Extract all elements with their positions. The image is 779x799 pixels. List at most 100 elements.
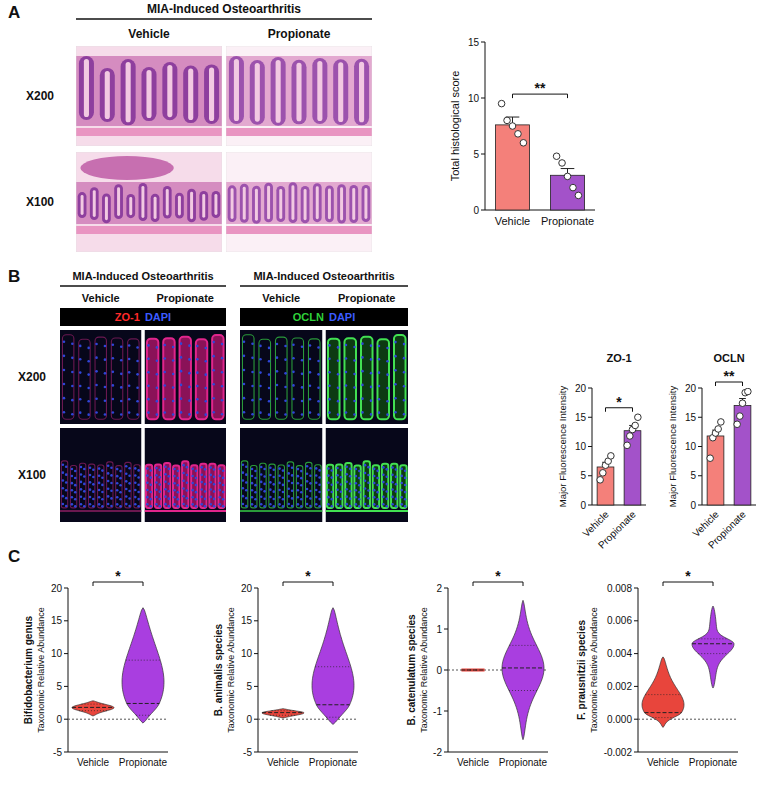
nucleus	[391, 496, 394, 499]
nucleus	[146, 496, 149, 499]
nucleus	[195, 491, 198, 494]
fluorescence-image	[326, 428, 409, 522]
nucleus	[306, 495, 309, 498]
y-tick-label: 0.008	[607, 583, 632, 594]
y-axis	[638, 588, 639, 752]
nucleus	[87, 360, 90, 363]
nucleus	[83, 468, 86, 471]
nucleus	[251, 482, 254, 485]
nucleus	[188, 372, 191, 375]
nucleus	[155, 503, 158, 506]
y-tick-label: 20	[575, 383, 587, 394]
data-point	[575, 192, 582, 199]
nucleus	[300, 491, 303, 494]
crypt	[141, 67, 156, 121]
nucleus	[336, 474, 339, 477]
muscle	[76, 226, 222, 234]
nucleus	[260, 473, 263, 476]
group-rule	[76, 18, 372, 20]
nucleus	[301, 413, 304, 416]
crypt	[269, 464, 275, 508]
lamina	[76, 182, 222, 224]
nucleus	[65, 489, 68, 492]
nucleus	[195, 484, 198, 487]
nucleus	[177, 498, 180, 501]
nucleus	[403, 399, 406, 402]
nucleus	[163, 371, 166, 374]
nucleus	[370, 399, 373, 402]
nucleus	[345, 480, 348, 483]
nucleus	[309, 490, 312, 493]
y-axis	[258, 588, 259, 752]
nucleus	[349, 482, 352, 485]
nucleus	[260, 481, 263, 484]
crypt	[377, 339, 389, 419]
stain-label: DAPI	[329, 311, 355, 323]
nucleus	[318, 483, 321, 486]
nucleus	[168, 490, 171, 493]
nucleus	[95, 343, 98, 346]
crypt	[126, 194, 135, 218]
nucleus	[164, 480, 167, 483]
lumen	[166, 189, 169, 216]
nucleus	[107, 472, 110, 475]
nucleus	[156, 386, 159, 389]
nucleus	[137, 505, 140, 508]
violin	[122, 608, 164, 723]
nucleus	[340, 476, 343, 479]
crypt	[313, 183, 322, 222]
violin-quartile	[698, 653, 728, 654]
crypt	[391, 464, 397, 508]
data-point	[509, 123, 516, 130]
nucleus	[403, 357, 406, 360]
x-axis	[258, 752, 358, 753]
nucleus	[173, 489, 176, 492]
nucleus	[164, 488, 167, 491]
nucleus	[245, 466, 248, 469]
nucleus	[65, 481, 68, 484]
crypt	[62, 335, 73, 420]
nucleus	[245, 473, 248, 476]
nucleus	[63, 383, 66, 386]
nucleus	[337, 386, 340, 389]
crypt	[275, 337, 287, 419]
figure: AMIA-Induced OsteoarthritisVehiclePropio…	[0, 0, 779, 799]
nucleus	[74, 505, 77, 508]
nucleus	[149, 505, 152, 508]
nucleus	[370, 386, 373, 389]
x-tick-label: Vehicle	[495, 215, 530, 227]
nucleus	[204, 490, 207, 493]
nucleus	[65, 505, 68, 508]
lumen	[93, 190, 96, 217]
nucleus	[147, 384, 150, 387]
x-tick-label: Propionate	[119, 757, 168, 768]
crypt	[182, 461, 188, 508]
nucleus	[315, 474, 318, 477]
mucosa-edge	[326, 510, 409, 512]
crypt	[296, 466, 302, 508]
nucleus	[191, 482, 194, 485]
nucleus	[282, 469, 285, 472]
nucleus	[353, 400, 356, 403]
crypt	[344, 338, 356, 419]
nucleus	[79, 345, 82, 348]
nucleus	[204, 360, 207, 363]
nucleus	[155, 474, 158, 477]
crypt	[394, 335, 406, 419]
bar	[597, 467, 614, 505]
nucleus	[300, 477, 303, 480]
nucleus	[276, 384, 279, 387]
y-tick-label: 0.002	[607, 681, 632, 692]
nucleus	[186, 474, 189, 477]
nucleus	[306, 480, 309, 483]
crypt	[400, 465, 406, 508]
nucleus	[259, 385, 262, 388]
nucleus	[385, 483, 388, 486]
crypt	[155, 464, 161, 507]
nucleus	[80, 503, 83, 506]
nucleus	[300, 498, 303, 501]
nucleus	[245, 489, 248, 492]
crypt	[79, 463, 85, 508]
crypt	[349, 185, 358, 223]
y-tick	[698, 388, 702, 389]
